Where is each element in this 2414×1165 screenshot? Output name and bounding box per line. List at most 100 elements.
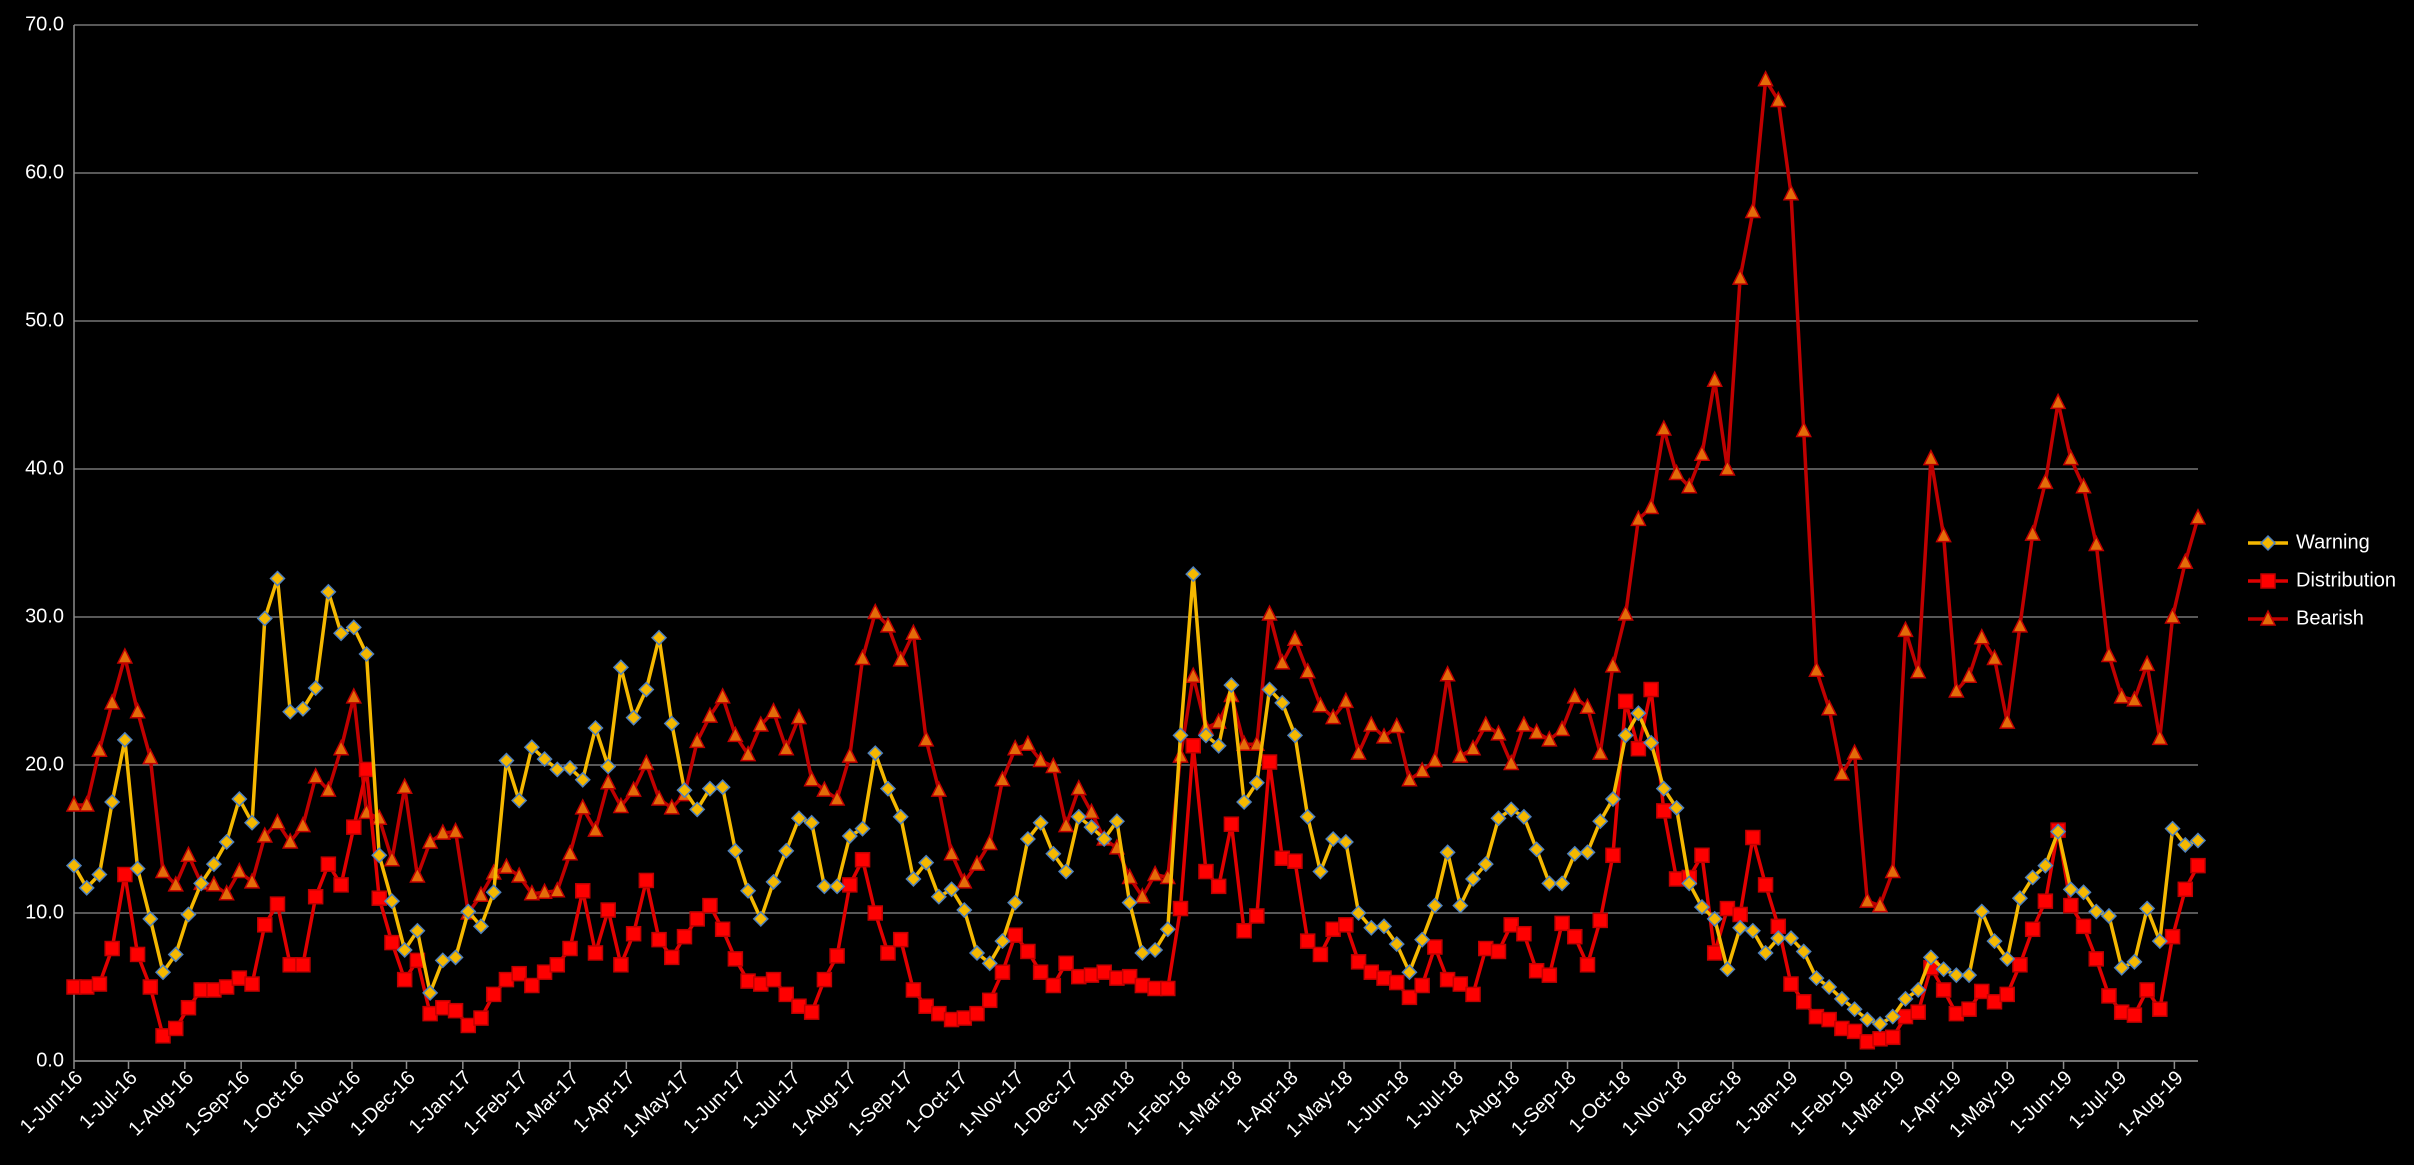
point xyxy=(2138,654,2156,672)
point xyxy=(2177,881,2194,898)
point xyxy=(180,845,197,863)
point xyxy=(1236,923,1252,939)
point xyxy=(1413,761,1431,778)
point xyxy=(1745,829,1761,846)
point xyxy=(1808,660,1825,678)
point xyxy=(600,902,616,918)
point xyxy=(1083,967,1100,983)
point xyxy=(1757,70,1774,87)
y-tick-label: 0.0 xyxy=(36,1049,64,1071)
point xyxy=(1388,716,1405,734)
point xyxy=(1655,419,1673,436)
point xyxy=(880,945,896,961)
point xyxy=(994,964,1011,980)
point xyxy=(1019,830,1036,848)
point xyxy=(435,999,451,1016)
point xyxy=(714,687,731,704)
point xyxy=(256,826,273,843)
point xyxy=(206,982,222,998)
point xyxy=(1961,967,1978,984)
point xyxy=(1859,1034,1876,1050)
point xyxy=(778,986,794,1003)
point xyxy=(1375,727,1393,744)
point xyxy=(994,933,1011,950)
point xyxy=(2151,933,2168,950)
point xyxy=(155,1028,171,1044)
point xyxy=(473,1010,489,1026)
point xyxy=(2126,690,2143,707)
point xyxy=(409,922,426,939)
point xyxy=(1872,1031,1888,1047)
point xyxy=(918,998,934,1014)
point xyxy=(1820,699,1838,716)
point xyxy=(116,731,133,748)
point xyxy=(2152,1001,2168,1017)
legend-marker xyxy=(2259,609,2277,626)
point xyxy=(1134,977,1151,994)
point xyxy=(320,856,337,872)
point xyxy=(1439,971,1456,988)
point xyxy=(2164,928,2181,945)
point xyxy=(1871,1015,1889,1033)
point xyxy=(1795,943,1812,960)
point xyxy=(1604,790,1622,808)
point xyxy=(753,976,769,992)
y-tick-label: 70.0 xyxy=(25,13,64,35)
point xyxy=(1108,813,1125,830)
y-tick-label: 50.0 xyxy=(25,309,64,331)
point xyxy=(346,819,362,835)
point xyxy=(854,648,871,666)
point xyxy=(1592,743,1609,760)
point xyxy=(917,730,935,747)
point xyxy=(1859,1011,1876,1028)
point xyxy=(1147,941,1164,959)
point xyxy=(1057,863,1075,880)
point xyxy=(841,746,859,763)
point xyxy=(1757,877,1774,893)
point xyxy=(1172,900,1189,917)
point xyxy=(1045,756,1062,774)
point xyxy=(1579,844,1596,861)
point xyxy=(396,941,413,959)
point xyxy=(1032,964,1049,980)
point xyxy=(1159,921,1176,938)
point xyxy=(1782,930,1800,947)
point xyxy=(1884,1008,1901,1025)
point xyxy=(269,570,286,587)
point xyxy=(422,1005,438,1022)
point xyxy=(701,780,718,797)
point xyxy=(803,1004,820,1020)
point xyxy=(561,759,579,777)
point xyxy=(104,940,120,957)
point xyxy=(383,893,401,910)
point xyxy=(1286,629,1304,646)
point xyxy=(2075,918,2092,935)
point xyxy=(1083,802,1100,820)
legend-marker xyxy=(2259,534,2277,552)
point xyxy=(943,844,960,861)
point xyxy=(905,623,922,641)
point xyxy=(2177,836,2194,853)
point xyxy=(218,833,235,851)
point xyxy=(1961,1001,1977,1017)
point xyxy=(1134,887,1151,904)
point xyxy=(1516,925,1532,942)
point xyxy=(1185,566,1202,583)
point xyxy=(1566,845,1583,862)
point xyxy=(524,977,540,994)
point xyxy=(664,949,680,966)
point xyxy=(1770,90,1787,108)
point xyxy=(1071,968,1087,985)
point xyxy=(688,731,706,749)
point xyxy=(78,795,95,812)
point xyxy=(345,619,362,636)
point xyxy=(1605,847,1621,864)
point xyxy=(294,816,312,833)
point xyxy=(422,984,439,1001)
point xyxy=(1312,863,1329,880)
point xyxy=(523,884,541,901)
point xyxy=(1846,1001,1863,1018)
point xyxy=(1261,681,1278,698)
